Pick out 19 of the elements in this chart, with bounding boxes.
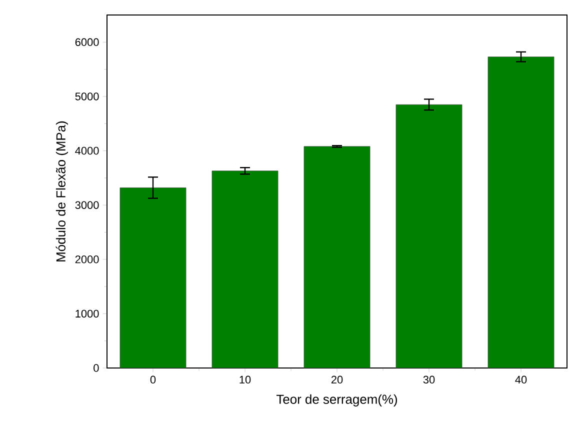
y-tick-label: 0 [94, 364, 99, 372]
bar [120, 188, 186, 368]
bar [396, 104, 462, 368]
x-tick-label: 20 [331, 376, 343, 384]
x-axis-title: Teor de serragem(%) [276, 394, 397, 406]
bar [488, 56, 554, 368]
x-tick-label: 30 [423, 376, 435, 384]
y-tick-label: 5000 [75, 92, 99, 100]
y-tick-label: 2000 [75, 256, 99, 264]
x-tick-label: 40 [515, 376, 527, 384]
y-tick-label: 4000 [75, 146, 99, 155]
y-tick-label: 6000 [75, 38, 99, 46]
bar [212, 170, 278, 368]
x-tick-label: 0 [150, 376, 156, 384]
bar [304, 146, 370, 368]
x-tick-label: 10 [240, 376, 251, 384]
y-axis-title: Módulo de Flexão (MPa) [56, 121, 68, 262]
y-tick-label: 3000 [75, 201, 99, 209]
y-tick-label: 1000 [76, 310, 99, 318]
